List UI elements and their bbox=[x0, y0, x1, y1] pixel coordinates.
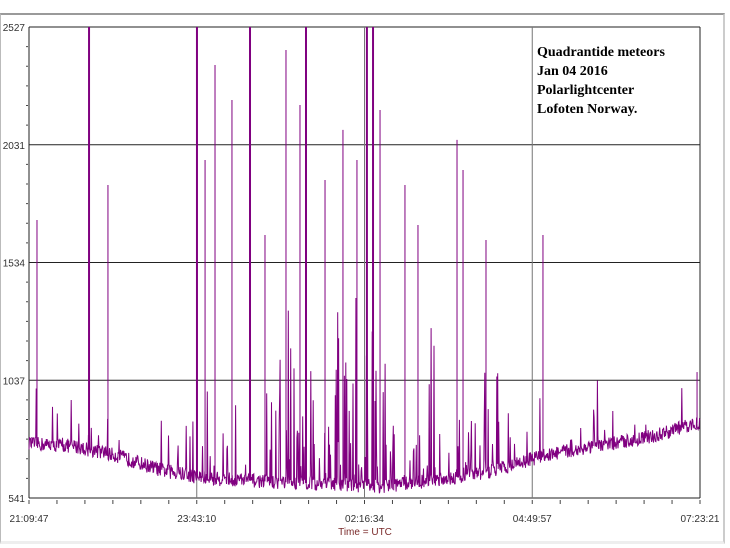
y-tick-label: 2527 bbox=[3, 23, 26, 34]
title-line-4: Lofoten Norway. bbox=[537, 102, 637, 117]
y-tick-label: 2031 bbox=[3, 141, 26, 152]
title-line-3: Polarlightcenter bbox=[537, 83, 634, 98]
y-tick-label: 1037 bbox=[3, 376, 26, 387]
x-tick-label: 04:49:57 bbox=[513, 514, 552, 525]
signal-trace bbox=[28, 297, 701, 494]
title-line-1: Quadrantide meteors bbox=[537, 45, 665, 60]
chart-frame bbox=[0, 13, 725, 544]
x-tick-label: 02:16:34 bbox=[345, 514, 384, 525]
x-tick-label: 21:09:47 bbox=[10, 514, 49, 525]
x-tick-label: 23:43:10 bbox=[177, 514, 216, 525]
x-axis-title: Time = UTC bbox=[338, 527, 392, 538]
title-line-2: Jan 04 2016 bbox=[537, 64, 608, 79]
y-tick-label: 541 bbox=[8, 494, 25, 505]
x-tick-label: 07:23:21 bbox=[681, 514, 720, 525]
y-tick-label: 1534 bbox=[3, 259, 26, 270]
